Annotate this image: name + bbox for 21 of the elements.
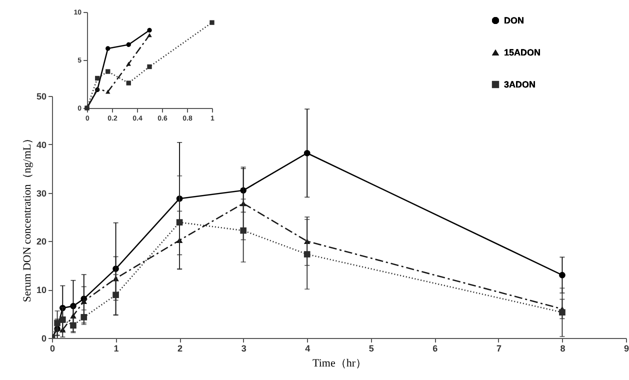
y-tick-label: 30: [36, 188, 46, 198]
legend-label: 3ADON: [504, 80, 536, 90]
y-tick-label: 20: [36, 236, 46, 247]
x-tick-label: 1: [114, 344, 119, 354]
y-tick-label: 50: [36, 92, 46, 102]
x-tick-label: 5: [368, 344, 374, 354]
legend-label: DON: [504, 16, 524, 26]
x-tick-label: 9: [624, 344, 629, 354]
x-tick-label: 2: [178, 344, 183, 354]
y-tick-label: 10: [36, 285, 46, 296]
y-tick-label: 40: [36, 140, 46, 150]
x-axis-title: Time（hr）: [312, 358, 366, 370]
x-tick-label: 8: [560, 344, 566, 354]
x-tick-label: 7: [496, 344, 502, 354]
x-tick-label: 4: [305, 344, 310, 354]
y-tick-label: 0: [41, 334, 46, 344]
x-tick-label: 6: [432, 344, 438, 354]
y-axis-title: Serum DON concentration（ng/mL）: [21, 132, 34, 302]
x-tick-label: 3: [241, 344, 246, 354]
legend-label: 15ADON: [504, 48, 541, 58]
x-tick-label: 0: [50, 344, 56, 354]
